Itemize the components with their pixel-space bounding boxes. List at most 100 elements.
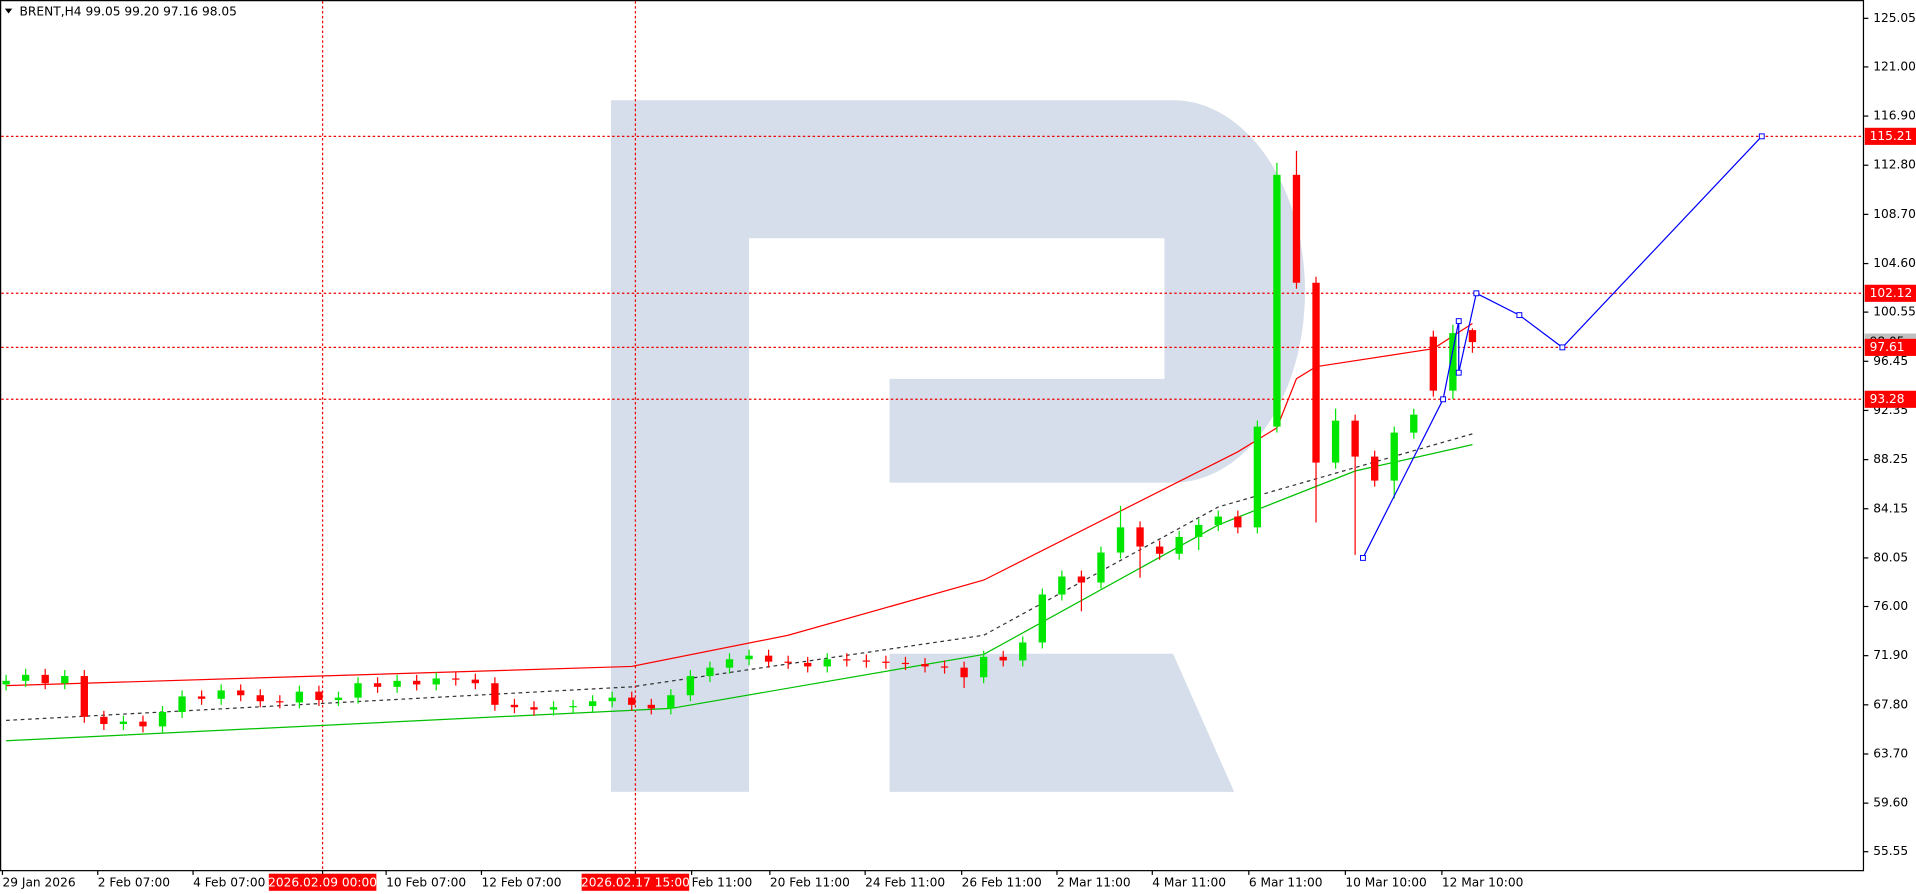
candle-body <box>608 697 616 702</box>
candle-body <box>1371 456 1379 481</box>
candle-body <box>549 707 558 710</box>
x-tick-label: 4 Mar 11:00 <box>1152 875 1226 889</box>
y-tick-label: 112.80 <box>1873 158 1916 172</box>
y-tick-label: 84.15 <box>1873 501 1908 515</box>
candle-body <box>1175 536 1183 554</box>
candle-body <box>217 690 225 699</box>
candle-body <box>21 674 30 681</box>
candle-body <box>667 695 675 709</box>
x-tick-label: 2026.02.17 15:00 <box>581 875 690 889</box>
candle-body <box>237 690 245 696</box>
forecast-point <box>1758 133 1765 140</box>
y-tick-label: 63.70 <box>1873 746 1908 760</box>
candle-body <box>804 662 812 667</box>
candle-body <box>491 683 499 705</box>
level-label: 102.12 <box>1870 286 1913 300</box>
candle-body <box>569 706 577 708</box>
x-tick-label: 20 Feb 11:00 <box>770 875 850 889</box>
x-label-highlight <box>581 873 690 891</box>
candle-body <box>471 679 479 684</box>
x-label-highlight <box>268 873 377 891</box>
forecast-line <box>1362 135 1763 559</box>
level-label: 97.61 <box>1870 340 1905 354</box>
x-tick-label: 29 Jan 2026 <box>2 875 75 889</box>
y-tick-label: 100.55 <box>1873 305 1916 319</box>
candle-body <box>999 656 1007 661</box>
candle-body <box>276 701 284 703</box>
candle-body <box>745 655 753 660</box>
x-tick-label: 12 Mar 10:00 <box>1442 875 1523 889</box>
level-box <box>1864 390 1916 408</box>
plot-border <box>0 0 1865 872</box>
candle-body <box>784 661 792 663</box>
candle-body <box>100 716 108 725</box>
candle-body <box>1116 527 1125 553</box>
candle-body <box>334 697 343 701</box>
candle-body <box>686 676 695 696</box>
forecast-point <box>1559 344 1566 351</box>
candle-body <box>1097 552 1105 583</box>
candle-body <box>256 695 264 702</box>
candle-body <box>1214 516 1222 525</box>
forecast-point <box>1440 396 1447 403</box>
candle-body <box>901 662 910 665</box>
candle-body <box>1136 527 1144 547</box>
candle-body <box>921 664 929 667</box>
candle-body <box>1292 174 1301 283</box>
y-tick-label: 108.70 <box>1873 207 1916 221</box>
y-tick-label: 55.55 <box>1873 844 1908 858</box>
candle-body <box>1390 432 1398 481</box>
candle-body <box>725 659 734 668</box>
candle-body <box>960 667 968 678</box>
watermark-bowl <box>749 100 1305 483</box>
y-tick-label: 88.25 <box>1873 452 1908 466</box>
x-tick-label: 2026.02.09 00:00 <box>268 875 377 889</box>
watermark-leg <box>889 653 1235 792</box>
x-tick-label: 24 Feb 11:00 <box>865 875 945 889</box>
candle-body <box>979 656 988 678</box>
x-tick-label: 10 Feb 07:00 <box>386 875 466 889</box>
candle-body <box>295 691 304 703</box>
y-tick-label: 116.90 <box>1873 109 1916 123</box>
level-label: 115.21 <box>1870 129 1913 143</box>
forecast-point <box>1516 312 1523 319</box>
y-tick-label: 76.00 <box>1873 599 1908 613</box>
candle-body <box>1155 546 1164 554</box>
candle-body <box>41 674 49 684</box>
x-tick-label: 26 Feb 11:00 <box>962 875 1042 889</box>
forecast-point <box>1360 554 1366 561</box>
forecast-point <box>1473 290 1480 297</box>
candle-body <box>178 696 186 713</box>
candle-body <box>315 691 323 701</box>
candle-body <box>413 680 421 685</box>
candle-body <box>1273 174 1281 427</box>
candle-body <box>1058 576 1066 595</box>
level-box <box>1864 284 1916 302</box>
candle-body <box>373 683 382 687</box>
y-tick-label: 121.00 <box>1873 59 1916 73</box>
menu-arrow <box>4 8 13 14</box>
candle-body <box>1449 333 1457 391</box>
candle-body <box>2 680 10 685</box>
candle-body <box>647 704 655 709</box>
candle-body <box>393 680 401 687</box>
candle-body <box>1253 426 1262 528</box>
candle-body <box>1331 420 1340 463</box>
candle-body <box>1312 282 1320 463</box>
candle-body <box>1410 414 1418 433</box>
candle-body <box>80 676 88 717</box>
candle-body <box>940 666 949 668</box>
candle-body <box>1077 576 1086 583</box>
x-tick-label: 10 Mar 10:00 <box>1345 875 1426 889</box>
y-tick-label: 59.60 <box>1873 796 1908 810</box>
candle-body <box>706 667 714 677</box>
y-tick-label: 80.05 <box>1873 550 1908 564</box>
candle-body <box>354 683 362 698</box>
y-tick-label: 125.05 <box>1873 11 1916 25</box>
candle-body <box>61 676 69 684</box>
y-tick-label: 104.60 <box>1873 256 1916 270</box>
x-tick-label: 6 Mar 11:00 <box>1249 875 1323 889</box>
candle-body <box>882 661 890 663</box>
